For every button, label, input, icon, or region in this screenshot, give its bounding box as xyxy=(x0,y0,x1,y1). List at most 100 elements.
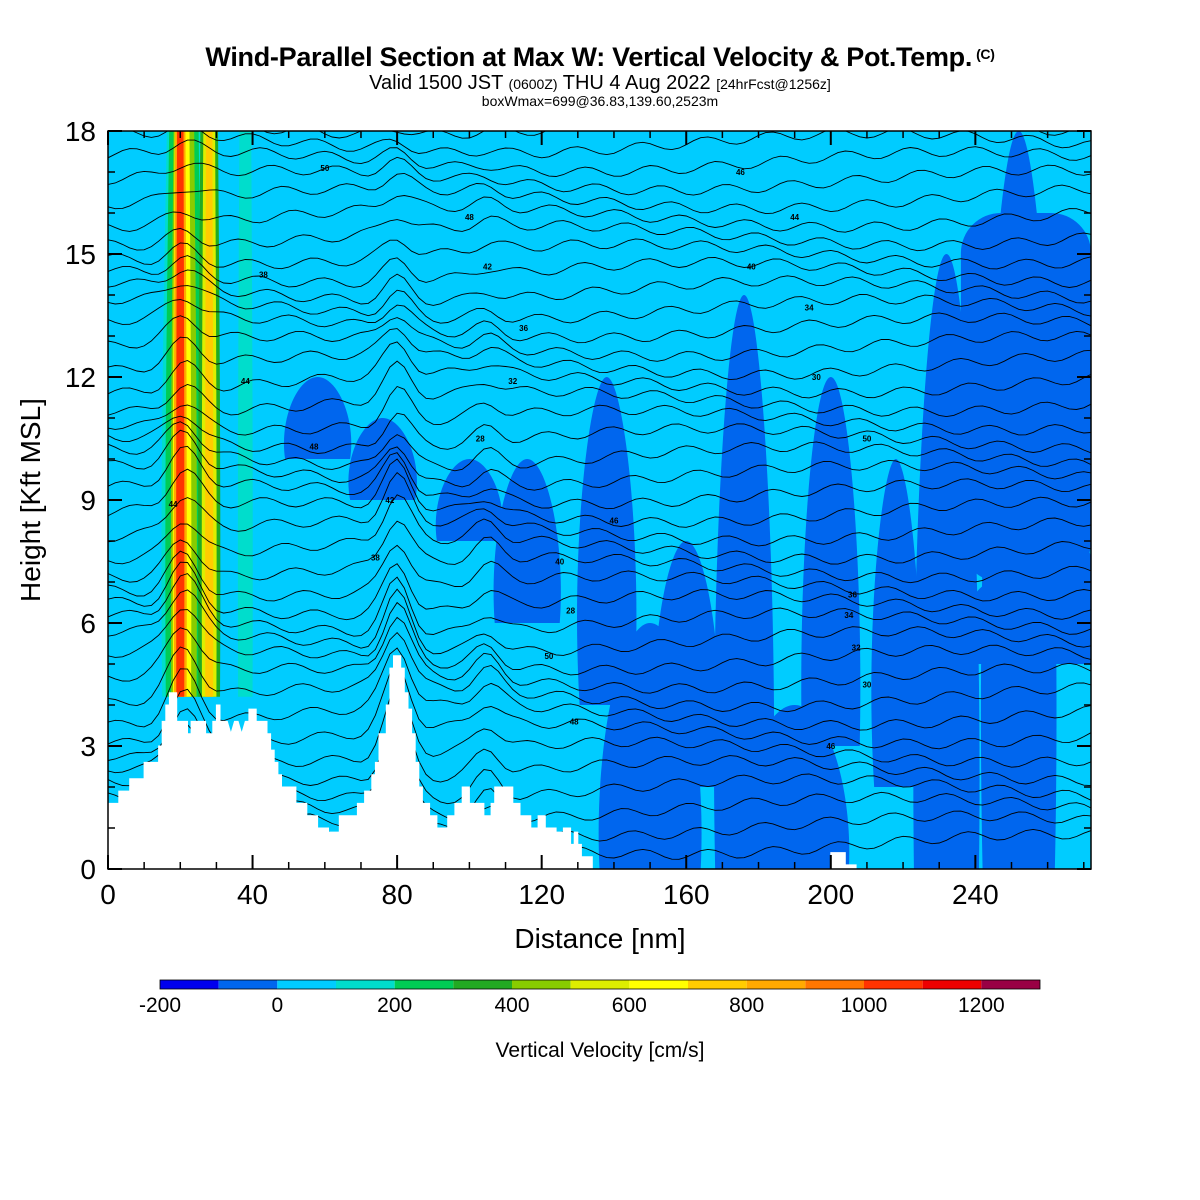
subsidence-region-3 xyxy=(435,459,504,541)
colorbar-label: Vertical Velocity [cm/s] xyxy=(496,1039,705,1062)
colorbar-segment xyxy=(160,980,219,989)
contour-label: 28 xyxy=(566,607,575,616)
contour-label: 44 xyxy=(241,377,250,386)
contour-label: 42 xyxy=(483,262,492,271)
theta-contour-17 xyxy=(108,494,1091,565)
y-tick-label: 3 xyxy=(80,731,96,762)
colorbar-tick-label: 200 xyxy=(377,994,412,1017)
colorbar-segment xyxy=(570,980,630,989)
theta-contour-40 xyxy=(262,131,1071,139)
subsidence-region-14 xyxy=(740,705,850,869)
contour-label: 50 xyxy=(544,652,553,661)
updraft-plume-6 xyxy=(176,131,185,697)
colorbar-segment xyxy=(805,980,864,989)
y-tick-label: 12 xyxy=(65,362,96,393)
x-tick-label: 200 xyxy=(807,879,854,910)
chart-title: Wind-Parallel Section at Max W: Vertical… xyxy=(0,42,1200,73)
contour-label: 44 xyxy=(169,500,178,509)
y-tick-label: 9 xyxy=(80,485,96,516)
colorbar-tick-label: 600 xyxy=(612,994,647,1017)
theta-contour-22 xyxy=(108,421,1091,472)
colorbar-tick-label: 400 xyxy=(494,994,529,1017)
subsidence-region-9 xyxy=(871,459,921,787)
contour-label: 50 xyxy=(320,164,329,173)
theta-contour-39 xyxy=(108,131,1091,159)
theta-contour-21 xyxy=(108,429,1091,491)
contour-label: 48 xyxy=(570,717,579,726)
x-tick-label: 120 xyxy=(518,879,565,910)
theta-contour-26 xyxy=(108,341,1091,399)
colorbar-tick-label: 1000 xyxy=(841,994,888,1017)
valid-date: THU 4 Aug 2022 xyxy=(562,72,711,94)
x-axis-label: Distance [nm] xyxy=(514,923,685,954)
colorbar-tick-label: -200 xyxy=(139,994,181,1017)
theta-contour-25 xyxy=(108,360,1091,418)
contour-label: 42 xyxy=(385,496,394,505)
y-tick-label: 6 xyxy=(80,608,96,639)
colorbar-tick-label: 1200 xyxy=(958,994,1005,1017)
updraft-plume-9 xyxy=(205,131,214,697)
contour-label: 48 xyxy=(310,443,319,452)
theta-contour-29 xyxy=(108,299,1091,344)
y-axis-label: Height [Kft MSL] xyxy=(15,398,46,602)
theta-contour-20 xyxy=(108,445,1091,510)
colorbar-segment xyxy=(218,980,278,989)
colorbar-tick-label: 0 xyxy=(271,994,283,1017)
terrain-fill xyxy=(108,655,1091,869)
theta-contour-30 xyxy=(108,285,1091,324)
contour-label: 30 xyxy=(862,681,871,690)
colorbar-segment xyxy=(512,980,571,989)
subsidence-region-15 xyxy=(959,582,1028,664)
contour-label: 46 xyxy=(826,742,835,751)
theta-contour-7 xyxy=(108,664,1091,750)
colorbar-frame xyxy=(159,979,1041,990)
contour-label: 30 xyxy=(812,373,821,382)
y-tick-label: 15 xyxy=(65,239,96,270)
x-tick-label: 240 xyxy=(952,879,999,910)
theta-contour-10 xyxy=(108,616,1091,694)
theta-contour-34 xyxy=(108,215,1091,252)
theta-contour-35 xyxy=(108,195,1091,233)
theta-contour-13 xyxy=(108,573,1091,637)
contour-label: 38 xyxy=(259,271,268,280)
contour-label: 36 xyxy=(848,590,857,599)
forecast-info: [24hrFcst@1256z] xyxy=(716,76,831,92)
colorbar-segment xyxy=(922,980,982,989)
x-tick-label: 160 xyxy=(663,879,710,910)
colorbar-segment xyxy=(629,980,688,989)
colorbar-segment xyxy=(688,980,747,989)
theta-contour-12 xyxy=(108,588,1091,656)
box-info: boxWmax=699@36.83,139.60,2523m xyxy=(481,93,719,109)
chart-subtitle: Valid 1500 JST (0600Z) THU 4 Aug 2022 [2… xyxy=(0,72,1200,95)
colorbar-tick-label: 800 xyxy=(729,994,764,1017)
contour-label: 38 xyxy=(371,553,380,562)
colorbar-segment xyxy=(981,980,1040,989)
subsidence-region-east xyxy=(960,213,1091,582)
theta-contour-36 xyxy=(108,172,1091,215)
colorbar-segment xyxy=(453,980,512,989)
contour-label: 28 xyxy=(476,435,485,444)
contour-label: 44 xyxy=(790,213,799,222)
theta-contour-33 xyxy=(108,238,1091,270)
valid-time: Valid 1500 JST xyxy=(369,72,503,94)
theta-contour-24 xyxy=(108,385,1091,436)
potential-temperature-contours: 50 48 46 44 42 40 38 36 34 32 30 28 50 48 46 44 42 40 38 36… xyxy=(108,131,1091,860)
x-tick-label: 80 xyxy=(382,879,413,910)
subsidence-region-8 xyxy=(801,377,861,746)
theta-contour-18 xyxy=(108,471,1091,547)
theta-contour-31 xyxy=(108,269,1091,306)
contour-label: 40 xyxy=(555,558,564,567)
theta-contour-11 xyxy=(108,601,1091,676)
contour-label: 32 xyxy=(852,644,861,653)
contour-label: 34 xyxy=(844,611,853,620)
contour-label: 40 xyxy=(747,262,756,271)
theta-contour-19 xyxy=(108,458,1091,528)
subsidence-region-4 xyxy=(493,459,561,623)
theta-contour-23 xyxy=(108,412,1091,454)
colorbar-segment xyxy=(277,980,336,989)
chart-title-text: Wind-Parallel Section at Max W: Vertical… xyxy=(205,42,973,72)
colorbar-segment xyxy=(864,980,923,989)
x-tick-label: 40 xyxy=(237,879,268,910)
